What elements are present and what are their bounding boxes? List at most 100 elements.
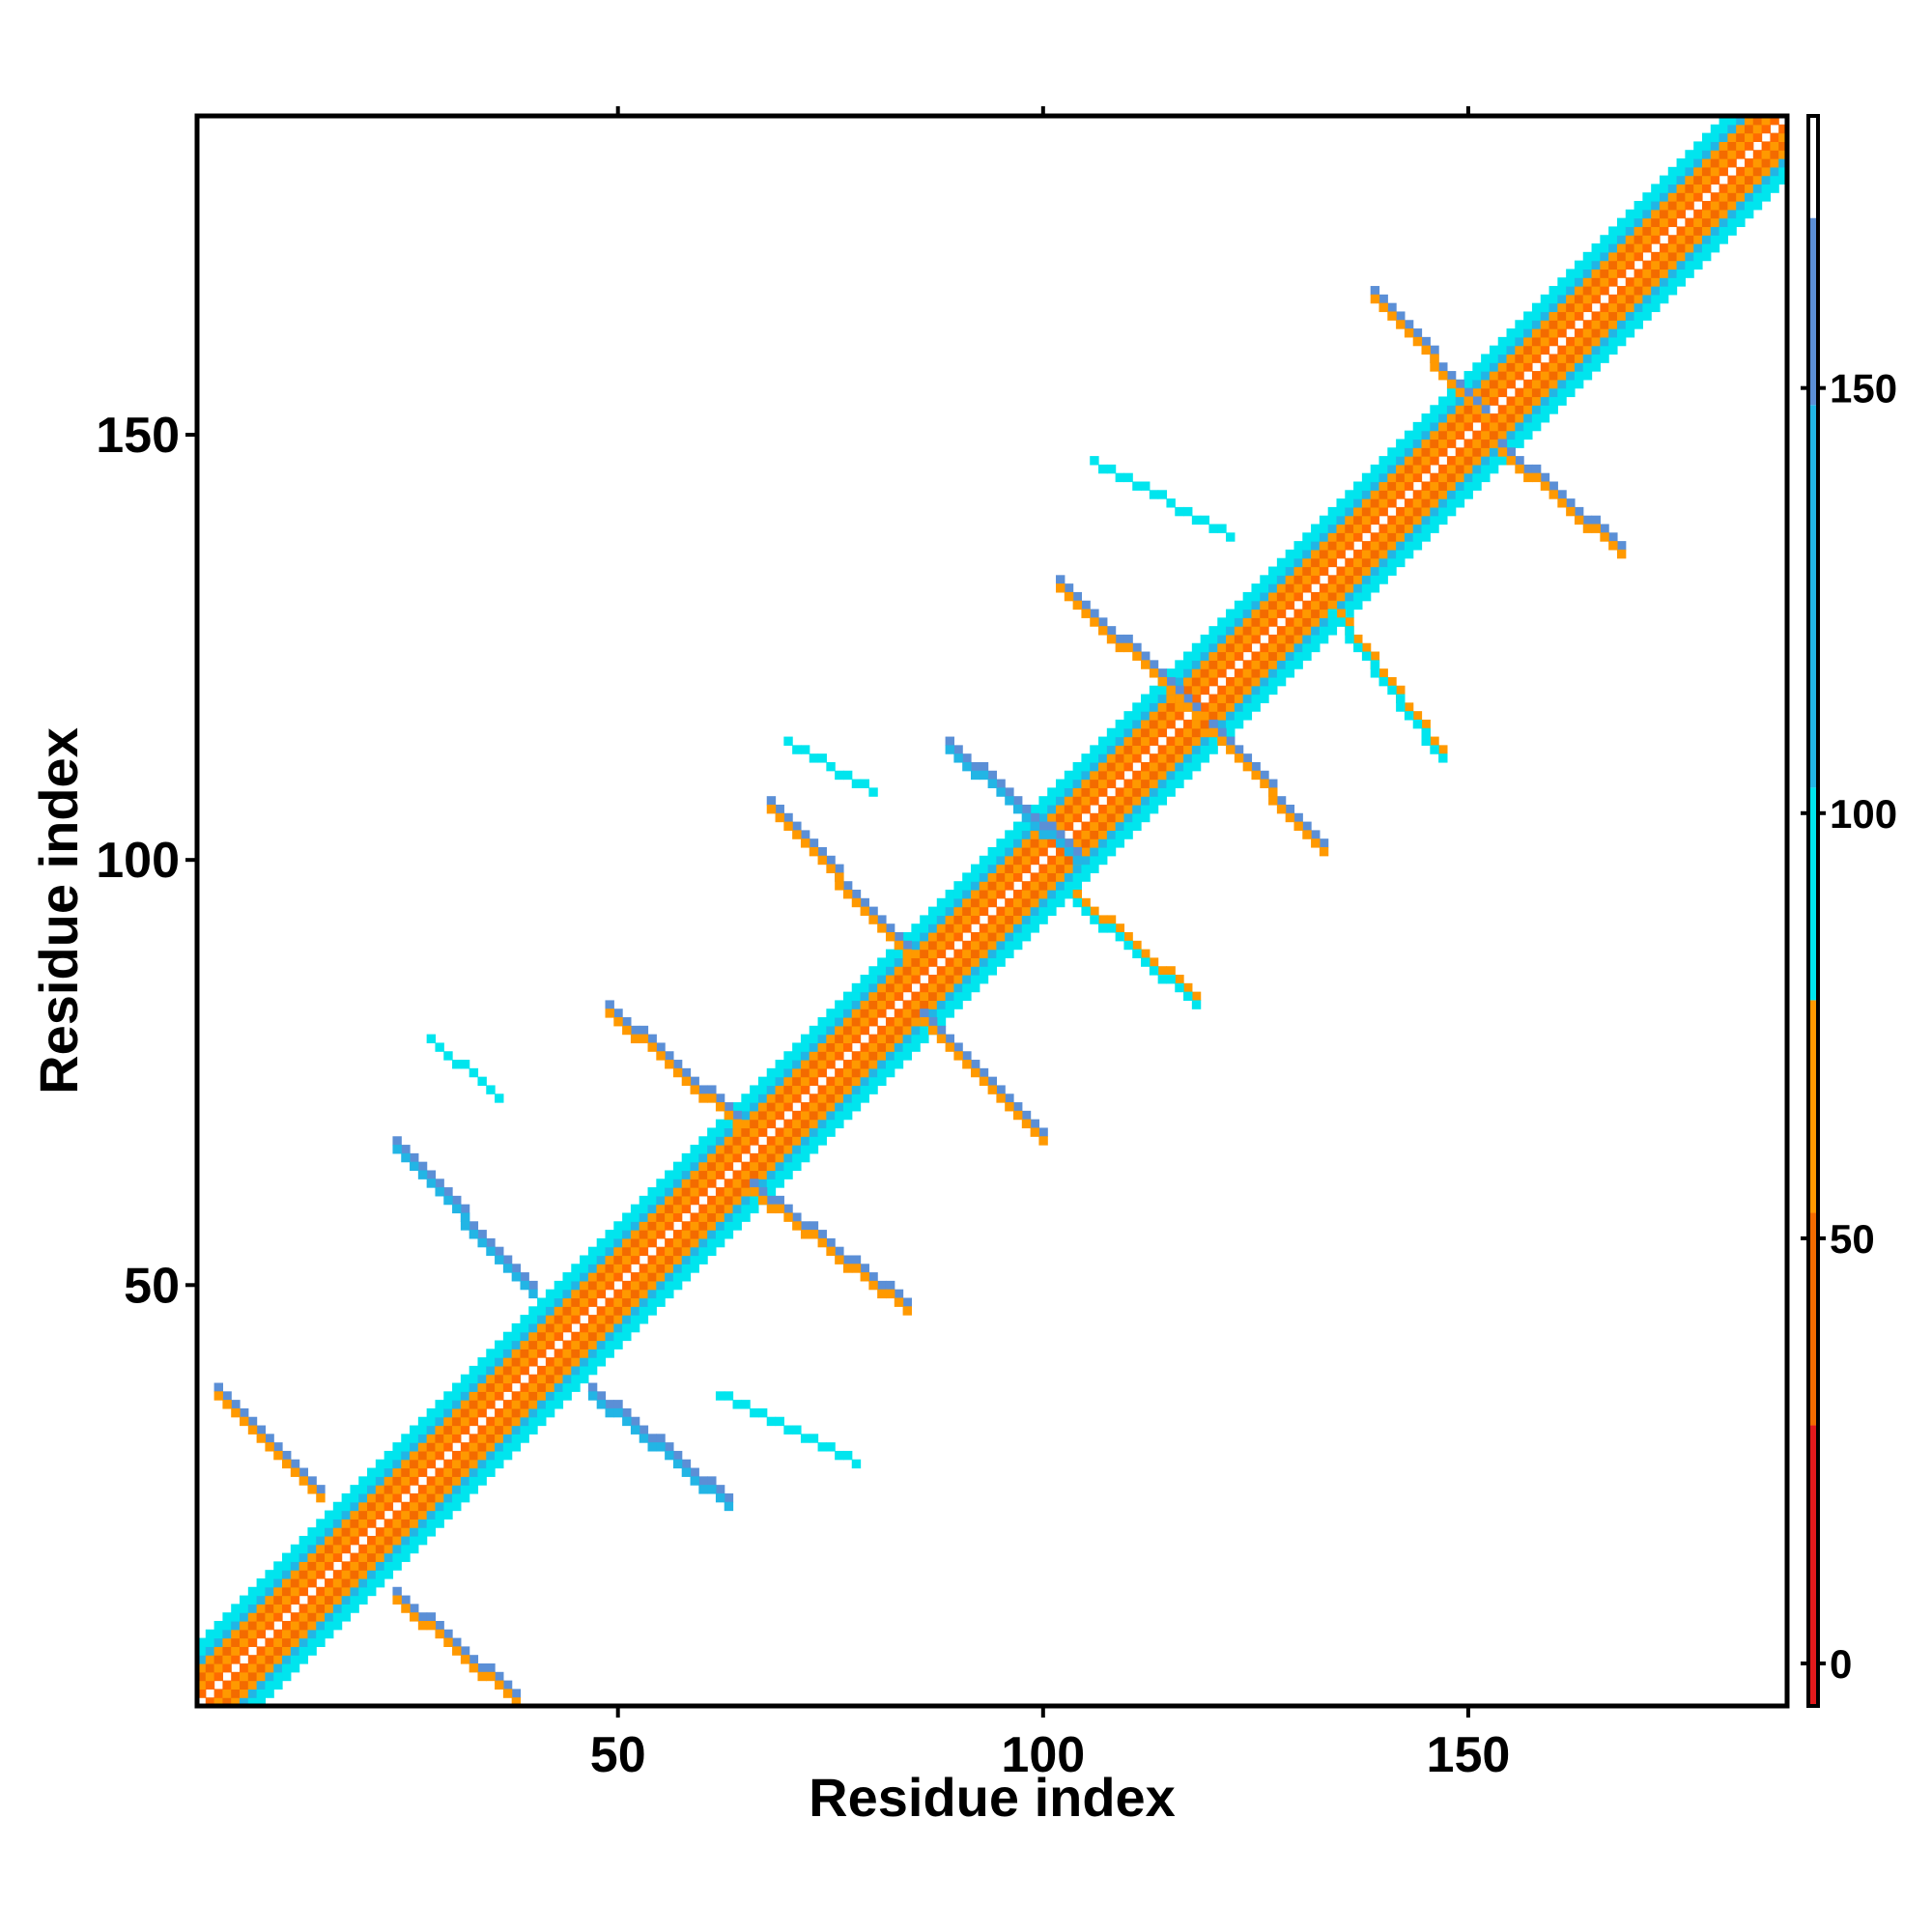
heatmap-cell	[1072, 855, 1083, 866]
heatmap-cell	[902, 932, 912, 942]
heatmap-cell	[1430, 447, 1439, 457]
heatmap-cell	[1548, 396, 1558, 406]
heatmap-cell	[1191, 761, 1202, 772]
heatmap-cell	[1557, 345, 1567, 355]
heatmap-cell	[1472, 396, 1482, 406]
heatmap-cell	[273, 1595, 283, 1605]
heatmap-cell	[639, 1034, 649, 1044]
heatmap-cell	[486, 1434, 496, 1443]
heatmap-cell	[1752, 201, 1763, 211]
heatmap-cell	[1455, 430, 1465, 440]
heatmap-cell	[605, 1407, 614, 1418]
heatmap-cell	[495, 1094, 504, 1103]
heatmap-cell	[1685, 201, 1694, 211]
heatmap-cell	[920, 1025, 929, 1036]
heatmap-cell	[417, 1510, 428, 1520]
heatmap-cell	[792, 830, 802, 839]
heatmap-cell	[894, 1060, 904, 1069]
heatmap-cell	[809, 1067, 819, 1078]
heatmap-cell	[1090, 812, 1099, 823]
heatmap-cell	[979, 864, 989, 873]
heatmap-cell	[1430, 345, 1439, 355]
heatmap-cell	[953, 932, 963, 942]
heatmap-cell	[520, 1322, 529, 1333]
heatmap-cell	[885, 991, 895, 1002]
heatmap-cell	[1183, 702, 1193, 712]
heatmap-cell	[613, 1255, 623, 1264]
heatmap-cell	[1710, 166, 1720, 177]
heatmap-cell	[1421, 490, 1431, 499]
heatmap-cell	[681, 1272, 692, 1282]
heatmap-cell	[1378, 532, 1388, 542]
heatmap-cell	[1591, 354, 1601, 363]
heatmap-cell	[1430, 362, 1439, 372]
heatmap-cell	[213, 1637, 223, 1647]
heatmap-cell	[443, 1416, 453, 1427]
heatmap-cell	[1642, 201, 1652, 211]
heatmap-cell	[715, 1485, 725, 1494]
heatmap-cell	[1311, 549, 1321, 559]
heatmap-cell	[1685, 175, 1694, 185]
heatmap-cell	[1634, 294, 1643, 304]
heatmap-cell	[307, 1637, 317, 1647]
heatmap-cell	[987, 889, 997, 899]
heatmap-cell	[1446, 430, 1457, 440]
heatmap-cell	[1608, 541, 1618, 551]
heatmap-cell	[979, 881, 989, 891]
heatmap-cell	[1701, 243, 1712, 253]
heatmap-cell	[724, 1230, 734, 1239]
heatmap-cell	[1242, 753, 1253, 763]
heatmap-cell	[835, 881, 844, 891]
heatmap-cell	[757, 1076, 768, 1087]
heatmap-cell	[486, 1467, 496, 1477]
heatmap-cell	[656, 1246, 666, 1257]
heatmap-cell	[1311, 591, 1321, 602]
heatmap-cell	[1438, 447, 1448, 457]
heatmap-cell	[979, 1067, 989, 1078]
heatmap-cell	[231, 1646, 241, 1656]
heatmap-cell	[1446, 387, 1457, 398]
heatmap-cell	[698, 1221, 708, 1231]
heatmap-cell	[1770, 158, 1779, 168]
heatmap-cell	[842, 1025, 853, 1036]
heatmap-cell	[1693, 192, 1703, 202]
heatmap-cell	[528, 1331, 538, 1342]
heatmap-cell	[927, 1025, 938, 1036]
heatmap-cell	[987, 897, 997, 908]
heatmap-cell	[537, 1340, 547, 1350]
heatmap-cell	[707, 1221, 717, 1231]
heatmap-cell	[783, 812, 793, 823]
heatmap-cell	[580, 1289, 589, 1299]
heatmap-cell	[1744, 184, 1754, 193]
heatmap-cell	[877, 975, 887, 984]
heatmap-cell	[520, 1407, 529, 1418]
heatmap-cell	[962, 1060, 972, 1069]
heatmap-cell	[1701, 217, 1712, 228]
heatmap-cell	[665, 1170, 674, 1179]
heatmap-cell	[835, 1025, 844, 1036]
heatmap-cell	[375, 1552, 385, 1562]
heatmap-cell	[1021, 915, 1032, 924]
heatmap-cell	[452, 1195, 462, 1206]
heatmap-cell	[477, 1662, 487, 1673]
heatmap-cell	[1396, 702, 1406, 712]
heatmap-cell	[511, 1322, 522, 1333]
heatmap-cell	[502, 1400, 513, 1409]
heatmap-cell	[1651, 201, 1661, 211]
heatmap-cell	[639, 1315, 649, 1324]
heatmap-cell	[1260, 591, 1269, 602]
heatmap-cell	[665, 1289, 674, 1299]
heatmap-cell	[1506, 328, 1516, 338]
heatmap-cell	[469, 1662, 479, 1673]
heatmap-cell	[240, 1604, 249, 1613]
heatmap-cell	[656, 1195, 666, 1206]
heatmap-cell	[1183, 727, 1193, 738]
heatmap-cell	[800, 1085, 810, 1094]
heatmap-cell	[1336, 609, 1346, 618]
heatmap-cell	[1540, 302, 1550, 313]
heatmap-cell	[605, 1272, 614, 1282]
heatmap-cell	[469, 1434, 479, 1443]
heatmap-cell	[1600, 286, 1609, 296]
heatmap-cell	[953, 1042, 963, 1052]
heatmap-cell	[1157, 975, 1168, 984]
